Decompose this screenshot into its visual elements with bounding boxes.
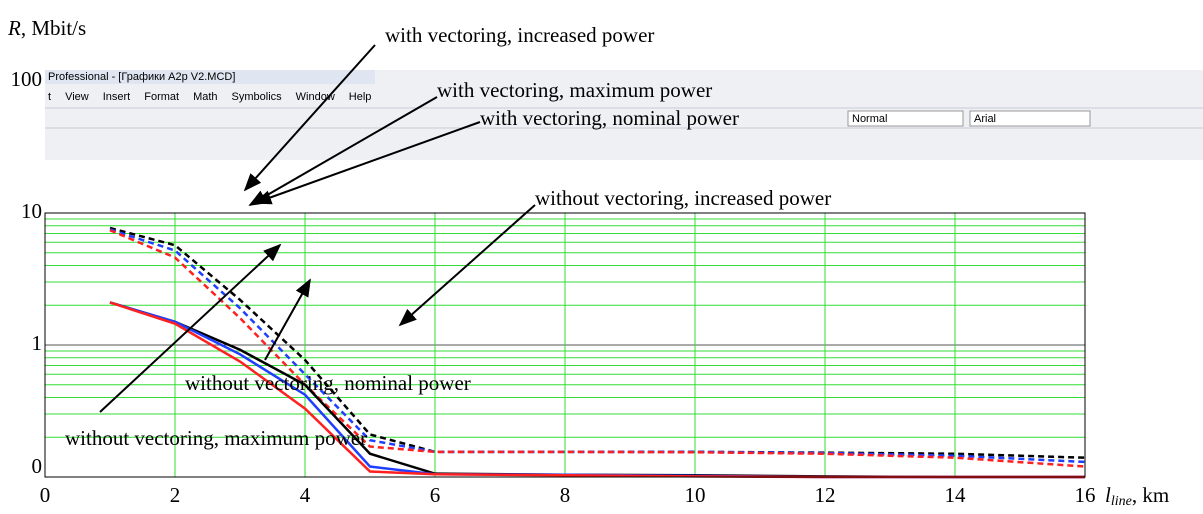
- style-box-text: Normal: [852, 113, 887, 125]
- annotation: with vectoring, increased power: [385, 23, 654, 47]
- x-tick-label: 6: [430, 483, 441, 507]
- y-label-unit: , Mbit/s: [21, 16, 86, 40]
- x-tick-label: 4: [300, 483, 311, 507]
- menu-item: Symbolics: [232, 91, 283, 103]
- menu-item: t: [48, 91, 51, 103]
- x-tick-label: 2: [170, 483, 181, 507]
- window-title: Professional - [Графики A2p V2.MCD]: [48, 71, 235, 83]
- menu-item: Help: [349, 91, 372, 103]
- chart: Professional - [Графики A2p V2.MCD] t Vie…: [0, 0, 1203, 514]
- annotation: with vectoring, nominal power: [480, 106, 739, 130]
- x-label-unit: , km: [1132, 483, 1169, 507]
- menu-item: Math: [193, 91, 217, 103]
- menu-item: Format: [144, 91, 179, 103]
- menu-item: View: [65, 91, 89, 103]
- annotation: without vectoring, maximum power: [65, 426, 367, 450]
- x-tick-label: 8: [560, 483, 571, 507]
- menu-item: Insert: [103, 91, 131, 103]
- x-tick-label: 0: [40, 483, 51, 507]
- annotation: without vectoring, nominal power: [185, 371, 471, 395]
- x-tick-label: 14: [945, 483, 967, 507]
- x-label-sub: line: [1111, 494, 1132, 509]
- x-tick-label: 10: [685, 483, 706, 507]
- y-axis-label: R, Mbit/s: [7, 16, 86, 40]
- y-tick-label: 100: [11, 67, 43, 91]
- y-tick-label: 1: [32, 331, 43, 355]
- font-box-text: Arial: [974, 113, 996, 125]
- annotation: with vectoring, maximum power: [437, 78, 712, 102]
- y-label-symbol: R: [7, 16, 21, 40]
- y-tick-label: 10: [21, 199, 42, 223]
- y-tick-label: 0: [32, 454, 43, 478]
- x-tick-label: 16: [1075, 483, 1096, 507]
- x-axis-label: lline, km: [1105, 483, 1169, 509]
- annotation: without vectoring, increased power: [535, 186, 831, 210]
- x-tick-label: 12: [815, 483, 836, 507]
